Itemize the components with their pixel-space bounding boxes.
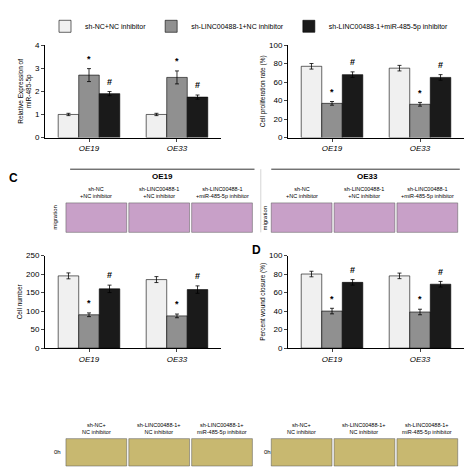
svg-text:0h: 0h [54, 449, 61, 455]
svg-text:0: 0 [35, 133, 40, 142]
svg-text:1: 1 [35, 110, 40, 119]
svg-text:4: 4 [35, 41, 40, 50]
svg-text:50: 50 [30, 325, 39, 334]
svg-text:sh-LINC00488-1+NC inhibitor: sh-LINC00488-1+NC inhibitor [342, 422, 386, 435]
svg-text:80: 80 [274, 59, 283, 68]
svg-text:0: 0 [35, 344, 40, 353]
svg-text:#: # [350, 265, 355, 275]
svg-text:migration: migration [262, 206, 268, 231]
svg-text:sh-LINC00488-1+NC inhibitor: sh-LINC00488-1+NC inhibitor [344, 186, 384, 199]
svg-text:Relative Expression ofmiR-485-: Relative Expression ofmiR-485-5p [17, 59, 33, 124]
svg-text:150: 150 [26, 288, 40, 297]
svg-text:0h: 0h [264, 449, 271, 455]
svg-text:*: * [175, 56, 179, 66]
svg-text:OE19: OE19 [79, 144, 100, 153]
svg-text:#: # [195, 271, 200, 281]
svg-text:*: * [418, 88, 422, 98]
svg-text:*: * [175, 299, 179, 309]
svg-text:OE19: OE19 [79, 355, 100, 364]
svg-text:*: * [87, 54, 91, 64]
svg-text:60: 60 [274, 78, 283, 87]
svg-text:migration: migration [52, 205, 58, 230]
svg-text:200: 200 [26, 270, 40, 279]
svg-text:#: # [438, 267, 443, 277]
svg-text:3: 3 [35, 64, 40, 73]
svg-text:0: 0 [278, 133, 283, 142]
svg-text:OE19: OE19 [322, 355, 343, 364]
svg-text:*: * [330, 294, 334, 304]
svg-text:*: * [330, 87, 334, 97]
svg-text:#: # [107, 77, 112, 87]
svg-text:Percent wound closure (%): Percent wound closure (%) [259, 263, 267, 341]
svg-text:sh-LINC00488-1+miR-485-5p inhi: sh-LINC00488-1+miR-485-5p inhibitor [401, 186, 454, 199]
svg-text:60: 60 [274, 288, 283, 297]
svg-text:#: # [195, 80, 200, 90]
svg-text:40: 40 [274, 96, 283, 105]
svg-text:sh-NC+NC inhibitor: sh-NC+NC inhibitor [82, 422, 111, 435]
svg-text:sh-LINC00488-1+NC inhibitor: sh-LINC00488-1+NC inhibitor [139, 186, 179, 199]
svg-text:sh-NC+NC inhibitor: sh-NC+NC inhibitor [85, 23, 146, 30]
svg-text:sh-LINC00488-1+NC inhibitor: sh-LINC00488-1+NC inhibitor [137, 422, 181, 435]
svg-text:#: # [438, 60, 443, 70]
svg-text:sh-LINC00488-1+NC inhibitor: sh-LINC00488-1+NC inhibitor [191, 23, 284, 30]
svg-text:OE19: OE19 [322, 144, 343, 153]
svg-text:*: * [418, 294, 422, 304]
svg-text:sh-NC+NC inhibitor: sh-NC+NC inhibitor [286, 186, 318, 199]
svg-text:sh-LINC00488-1+miR-485-5p inhi: sh-LINC00488-1+miR-485-5p inhibitor [329, 23, 448, 31]
svg-text:sh-NC+NC inhibitor: sh-NC+NC inhibitor [80, 186, 112, 199]
svg-text:C: C [9, 171, 18, 185]
svg-text:100: 100 [26, 307, 40, 316]
svg-text:100: 100 [269, 251, 283, 260]
svg-text:OE33: OE33 [167, 355, 188, 364]
svg-text:OE33: OE33 [167, 144, 188, 153]
svg-text:100: 100 [269, 41, 283, 50]
svg-text:80: 80 [274, 270, 283, 279]
svg-text:sh-LINC00488-1+miR-485-5p inhi: sh-LINC00488-1+miR-485-5p inhibitor [402, 422, 452, 435]
svg-text:40: 40 [274, 307, 283, 316]
svg-text:Cell proliferation rate (%): Cell proliferation rate (%) [259, 55, 267, 127]
svg-text:sh-LINC00488-1+miR-485-5p inhi: sh-LINC00488-1+miR-485-5p inhibitor [196, 186, 249, 199]
svg-text:20: 20 [274, 325, 283, 334]
svg-text:OE33: OE33 [357, 172, 378, 181]
svg-text:OE33: OE33 [410, 144, 431, 153]
svg-text:0: 0 [278, 344, 283, 353]
svg-text:*: * [87, 298, 91, 308]
svg-text:D: D [252, 243, 261, 257]
svg-text:20: 20 [274, 115, 283, 124]
svg-text:sh-NC+NC inhibitor: sh-NC+NC inhibitor [287, 422, 316, 435]
svg-text:OE19: OE19 [152, 172, 173, 181]
svg-text:OE33: OE33 [410, 355, 431, 364]
svg-text:#: # [107, 270, 112, 280]
svg-text:250: 250 [26, 251, 40, 260]
svg-text:#: # [350, 57, 355, 67]
svg-text:Cell number: Cell number [16, 283, 23, 319]
svg-text:sh-LINC00488-1+miR-485-5p inhi: sh-LINC00488-1+miR-485-5p inhibitor [197, 422, 247, 435]
svg-text:2: 2 [35, 87, 40, 96]
